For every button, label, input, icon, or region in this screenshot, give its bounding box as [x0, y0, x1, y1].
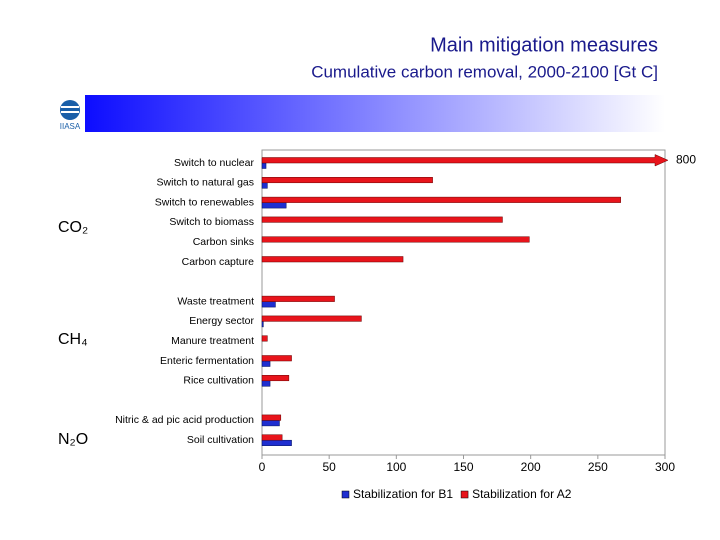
value-label: 800	[676, 153, 696, 167]
bar	[261, 301, 276, 308]
bar	[261, 321, 264, 328]
category-label: Nitric & ad pic acid production	[115, 414, 254, 426]
bar	[261, 182, 268, 189]
plot-frame	[261, 149, 666, 456]
category-label: Switch to nuclear	[174, 157, 254, 169]
category-label: Carbon sinks	[193, 236, 254, 248]
banner	[55, 95, 665, 132]
logo	[60, 100, 80, 120]
category-label: Switch to renewables	[155, 196, 254, 208]
x-tick-label: 50	[322, 460, 336, 474]
legend-swatch	[460, 490, 469, 499]
bar	[261, 380, 271, 387]
bar	[261, 216, 503, 223]
legend-label: Stabilization for A2	[472, 487, 572, 501]
legend-swatch	[341, 490, 350, 499]
bar	[261, 256, 404, 263]
x-tick-label: 0	[259, 460, 266, 474]
bar	[261, 360, 271, 367]
x-tick-label: 300	[655, 460, 675, 474]
bar	[261, 434, 283, 441]
bar	[261, 236, 530, 243]
bar	[261, 295, 335, 302]
category-label: Manure treatment	[171, 335, 254, 347]
bar	[261, 355, 292, 362]
bar	[261, 420, 280, 427]
logo-text: IIASA	[60, 122, 81, 131]
category-label: Switch to natural gas	[157, 177, 254, 189]
logo-lines	[61, 106, 79, 113]
bar	[261, 202, 287, 209]
title: Main mitigation measures	[430, 34, 658, 56]
bar	[261, 375, 290, 382]
legend-label: Stabilization for B1	[353, 487, 453, 501]
bar	[261, 335, 268, 342]
x-tick-label: 150	[453, 460, 473, 474]
category-label: Rice cultivation	[183, 375, 254, 387]
category-label: Soil cultivation	[187, 434, 254, 446]
group-label: CO₂	[58, 219, 88, 236]
bar	[261, 439, 292, 446]
category-label: Switch to biomass	[169, 216, 254, 228]
bar	[261, 315, 362, 322]
bar	[261, 162, 267, 169]
bar	[261, 196, 621, 203]
group-label: CH₄	[58, 331, 88, 348]
category-label: Energy sector	[189, 315, 254, 327]
category-label: Carbon capture	[182, 256, 255, 268]
category-label: Waste treatment	[177, 295, 254, 307]
bar	[261, 154, 669, 167]
x-tick-label: 100	[386, 460, 406, 474]
x-tick-label: 250	[588, 460, 608, 474]
x-tick-label: 200	[521, 460, 541, 474]
subtitle: Cumulative carbon removal, 2000-2100 [Gt…	[311, 62, 658, 81]
bar	[261, 414, 282, 421]
bar	[261, 177, 433, 184]
category-label: Enteric fermentation	[160, 355, 254, 367]
group-label: N₂O	[58, 431, 88, 448]
